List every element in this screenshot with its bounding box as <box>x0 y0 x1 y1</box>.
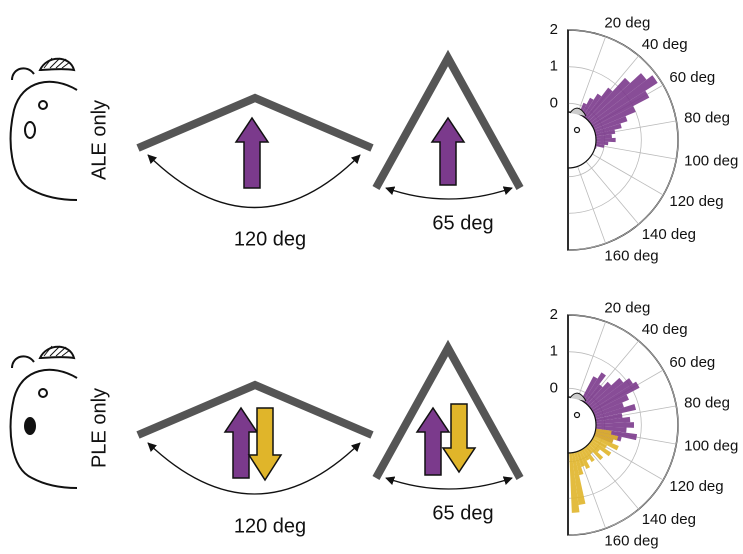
angle-tick-label: 40 deg <box>642 36 688 53</box>
angle-label: 120 deg <box>234 515 306 537</box>
angle-tick-label: 100 deg <box>684 153 738 170</box>
angle-tick-label: 140 deg <box>642 226 696 243</box>
purple-arrow <box>236 118 268 188</box>
row-2: PLE only 120 deg 65 deg <box>11 346 520 537</box>
angle-tick-label: 20 deg <box>604 14 650 31</box>
purple-arrow <box>432 118 464 185</box>
angle-arc <box>386 188 512 199</box>
angle-tick-label: 80 deg <box>684 109 730 126</box>
angle-tick-label: 160 deg <box>604 247 658 264</box>
angle-tick-label: 160 deg <box>604 532 658 549</box>
center-eye <box>575 128 580 133</box>
bear-icon <box>11 58 77 200</box>
figure: ALE only 120 deg 65 deg PLE only 120 deg… <box>0 0 743 554</box>
r-tick-label: 0 <box>550 379 558 396</box>
angle-tick-label: 80 deg <box>684 394 730 411</box>
angle-tick-label: 120 deg <box>669 193 723 210</box>
r-tick-label: 1 <box>550 58 558 75</box>
r-tick-label: 2 <box>550 21 558 38</box>
row-label: PLE only <box>88 388 110 468</box>
angle-tick-label: 120 deg <box>669 478 723 495</box>
angle-tick-label: 40 deg <box>642 321 688 338</box>
angle-label: 120 deg <box>234 228 306 250</box>
angle-label: 65 deg <box>432 502 493 524</box>
angle-tick-label: 140 deg <box>642 511 696 528</box>
r-tick-label: 1 <box>550 343 558 360</box>
purple-arrow <box>225 408 257 478</box>
angle-arc <box>148 443 360 494</box>
angle-tick-label: 60 deg <box>669 69 715 86</box>
bear-icon <box>11 346 77 488</box>
row-1: ALE only 120 deg 65 deg <box>11 58 520 250</box>
polar-chart: 0 1 2 20 deg 40 deg 60 deg 80 deg 100 deg 120 de… <box>550 14 739 264</box>
angle-tick-label: 60 deg <box>669 354 715 371</box>
center-eye <box>575 413 580 418</box>
row-label: ALE only <box>88 100 110 180</box>
wide-roof <box>138 385 372 435</box>
yellow-arrow <box>249 408 281 480</box>
angle-label: 65 deg <box>432 212 493 234</box>
r-tick-label: 0 <box>550 94 558 111</box>
narrow-roof <box>376 348 520 478</box>
angle-arc <box>386 478 512 489</box>
polar-chart: 0 1 2 20 deg 40 deg 60 deg 80 deg 100 deg 120 de… <box>550 299 739 549</box>
purple-arrow <box>417 408 449 475</box>
angle-tick-label: 100 deg <box>684 438 738 455</box>
r-tick-label: 2 <box>550 306 558 323</box>
yellow-arrow <box>443 404 475 472</box>
angle-tick-label: 20 deg <box>604 299 650 316</box>
